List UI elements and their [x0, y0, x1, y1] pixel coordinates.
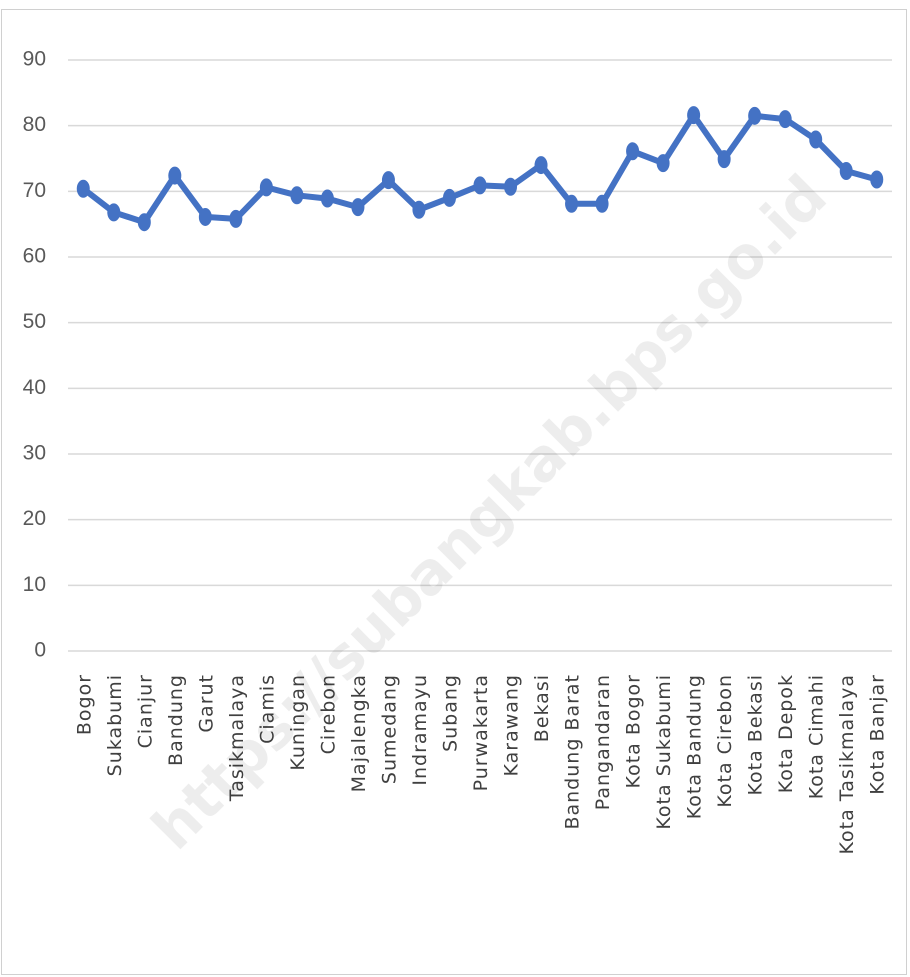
- x-tick-label: Bandung: [165, 674, 187, 766]
- data-point: [351, 198, 365, 217]
- data-point: [748, 106, 762, 125]
- data-point: [412, 200, 426, 219]
- x-tick-label: Kota Tasikmalaya: [836, 674, 858, 855]
- x-tick-label: Bogor: [73, 674, 95, 735]
- x-tick-label: Garut: [195, 674, 217, 733]
- x-tick-label: Majalengka: [348, 674, 370, 792]
- data-point: [381, 171, 395, 190]
- x-tick-label: Cirebon: [317, 674, 339, 754]
- data-point: [687, 106, 701, 125]
- data-point: [168, 166, 182, 185]
- x-tick-label: Purwakarta: [470, 674, 492, 791]
- data-point: [137, 213, 151, 232]
- gridlines: [68, 59, 892, 652]
- data-point: [839, 161, 853, 180]
- x-tick-label: Sukabumi: [104, 674, 126, 776]
- y-tick-label: 70: [23, 179, 46, 202]
- x-tick-label: Bandung Barat: [562, 674, 584, 830]
- series-group: [76, 106, 884, 232]
- y-axis-ticks: 0 10 20 30 40 50 60 70 80 90: [23, 48, 46, 662]
- y-tick-label: 10: [23, 573, 46, 596]
- data-point: [107, 203, 121, 222]
- data-point: [504, 177, 518, 196]
- data-point: [870, 170, 884, 189]
- data-point: [320, 189, 334, 208]
- x-tick-label: Sumedang: [378, 674, 400, 784]
- x-tick-label: Ciamis: [256, 674, 278, 744]
- x-tick-label: Kota Cirebon: [714, 674, 736, 808]
- data-point: [626, 142, 640, 161]
- x-tick-label: Subang: [439, 674, 461, 752]
- x-tick-label: Karawang: [501, 674, 523, 777]
- data-point: [717, 150, 731, 169]
- x-tick-label: Kota Bogor: [623, 674, 645, 788]
- data-point: [442, 188, 456, 207]
- y-tick-label: 30: [23, 442, 46, 465]
- x-tick-label: Kota Bekasi: [745, 674, 767, 795]
- x-tick-label: Cianjur: [134, 674, 156, 748]
- y-tick-label: 90: [23, 48, 46, 71]
- x-tick-label: Kota Cimahi: [806, 674, 828, 799]
- x-tick-label: Kota Sukabumi: [653, 674, 675, 830]
- data-point: [290, 186, 304, 205]
- data-point: [809, 130, 823, 149]
- data-point: [198, 207, 212, 226]
- data-point: [76, 179, 90, 198]
- y-tick-label: 50: [23, 310, 46, 333]
- data-point: [595, 194, 609, 213]
- x-tick-label: Kuningan: [287, 674, 309, 771]
- line-chart: 0 10 20 30 40 50 60 70 80 90 Bogor Sukabumi Cianjur…: [23, 48, 892, 863]
- data-point: [656, 154, 670, 173]
- data-point: [473, 176, 487, 195]
- y-tick-label: 20: [23, 507, 46, 530]
- x-axis-ticks: Bogor Sukabumi Cianjur Bandung Garut Tasikmal…: [73, 674, 888, 855]
- y-tick-label: 0: [34, 639, 46, 662]
- data-point: [565, 194, 579, 213]
- data-point: [778, 110, 792, 129]
- y-tick-label: 40: [23, 376, 46, 399]
- x-tick-label: Kota Depok: [775, 674, 797, 793]
- x-tick-label: Pangandaran: [592, 674, 614, 810]
- x-tick-label: Kota Bandung: [684, 674, 706, 819]
- x-tick-label: Bekasi: [531, 674, 553, 742]
- y-tick-label: 60: [23, 245, 46, 268]
- y-tick-label: 80: [23, 113, 46, 136]
- x-tick-label: Indramayu: [409, 674, 431, 786]
- data-point: [259, 178, 273, 197]
- data-point: [229, 209, 243, 228]
- x-tick-label: Tasikmalaya: [226, 674, 248, 802]
- chart-frame: 0 10 20 30 40 50 60 70 80 90 Bogor Sukabumi Cianjur…: [1, 9, 907, 975]
- data-point: [534, 156, 548, 175]
- x-tick-label: Kota Banjar: [867, 674, 889, 795]
